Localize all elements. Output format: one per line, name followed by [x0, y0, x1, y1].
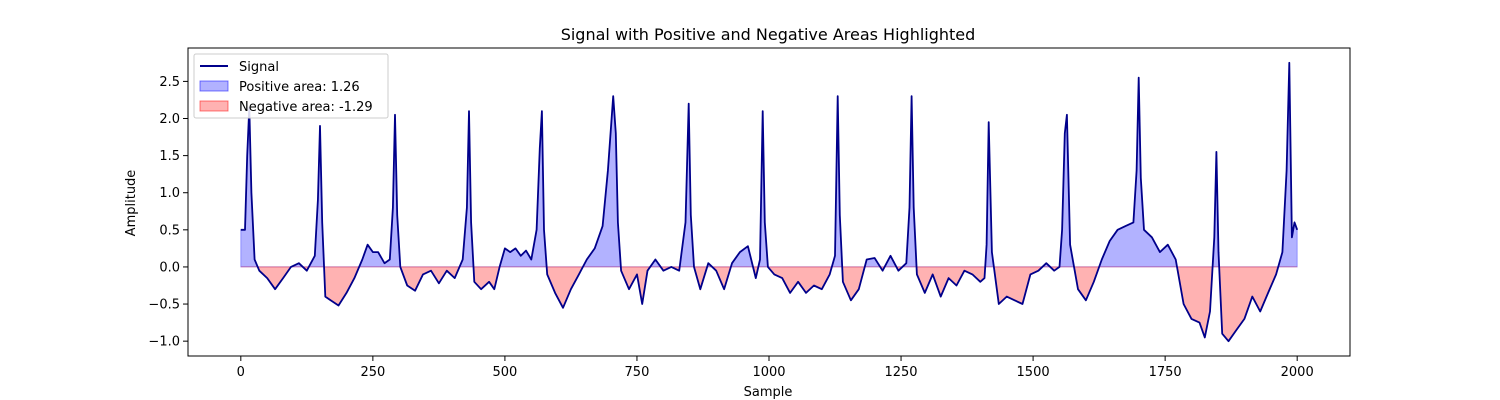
x-tick-label: 2000: [1281, 365, 1314, 380]
y-axis-label: Amplitude: [124, 170, 139, 237]
x-axis-label: Sample: [744, 385, 793, 400]
y-tick-label: 2.0: [159, 112, 180, 127]
y-axis: −1.0 −0.5 0.0 0.5 1.0 1.5 2.0 2.5: [148, 75, 188, 350]
plot-frame: [187, 47, 1351, 357]
x-tick-label: 0: [237, 365, 245, 380]
y-tick-label: −1.0: [148, 335, 180, 350]
y-tick-label: 2.5: [159, 75, 180, 90]
y-tick-label: 0.5: [159, 223, 180, 238]
legend-positive-swatch: [199, 80, 229, 92]
y-tick-label: 1.0: [159, 186, 180, 201]
x-tick-label: 750: [625, 365, 650, 380]
x-tick-label: 500: [492, 365, 517, 380]
chart-title: Signal with Positive and Negative Areas …: [561, 25, 976, 44]
legend-positive-label: Positive area: 1.26: [239, 80, 360, 95]
x-tick-label: 1000: [752, 365, 785, 380]
x-axis: 0 250 500 750 1000 1250 1500 1750 2000: [237, 356, 1314, 380]
legend-negative-swatch: [199, 100, 229, 112]
legend-signal-label: Signal: [239, 60, 279, 75]
y-tick-label: −0.5: [148, 298, 180, 313]
x-tick-label: 250: [360, 365, 385, 380]
y-tick-label: 0.0: [159, 260, 180, 275]
legend-box: [193, 53, 389, 119]
legend: Signal Positive area: 1.26 Negative area…: [193, 53, 389, 119]
signal-line: [240, 61, 1299, 343]
x-tick-label: 1500: [1017, 365, 1050, 380]
negative-area: [240, 266, 1298, 343]
y-tick-label: 1.5: [159, 149, 180, 164]
plot-area: [240, 61, 1299, 343]
x-tick-label: 1750: [1149, 365, 1182, 380]
legend-negative-label: Negative area: -1.29: [239, 100, 373, 115]
x-tick-label: 1250: [884, 365, 917, 380]
